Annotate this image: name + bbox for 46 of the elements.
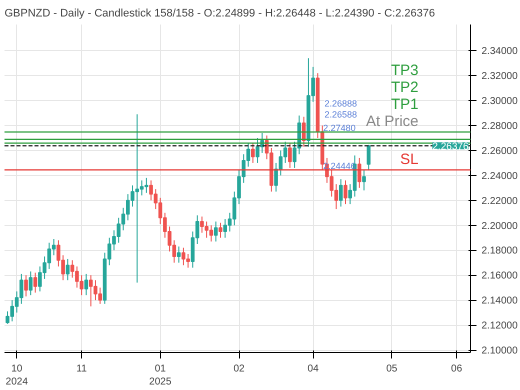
candlestick [344,180,348,205]
y-tick-label: 2.32000 [482,71,518,82]
chart-title: GBPNZD - Daily - Candlestick 158/158 - O:2.24899 - H:2.26448 - L:2.24390 - C:2.26376 [4,8,435,20]
y-tick-label: 2.28000 [482,121,518,132]
y-tick-label: 2.34000 [482,46,518,58]
y-tick-label: 2.20000 [482,220,518,232]
candlestick [24,274,28,297]
y-tick-label: 2.16000 [482,270,518,282]
candlestick [214,221,218,242]
x-tick-label: 02 [233,364,246,374]
x-tick-label: 04 [308,364,320,374]
y-tick-label: 2.22000 [482,196,518,207]
y-tick-label: 2.26000 [482,146,518,157]
candlestick [366,144,371,172]
candlestick [357,157,362,188]
candlestick [28,270,33,296]
candlestick [362,170,366,191]
x-tick-label: 01 2025 [149,364,172,388]
candlestick [33,272,38,294]
ref-line-label: TP1 [390,96,419,113]
candlestick [288,142,292,168]
ref-line-label: At Price [366,112,418,130]
y-tick-label: 2.12000 [482,320,518,332]
ref-line-label: SL [400,150,419,168]
annotation: 2.26888 [324,98,358,108]
candlestick [218,222,222,238]
x-tick-label: 10 2024 [6,364,28,388]
candlestick [338,178,343,208]
candlestick [223,218,228,238]
x-tick-label: 11 [76,364,88,374]
candlestick [84,273,88,296]
y-tick-label: 2.18000 [482,246,518,257]
ref-line-label: TP2 [390,78,419,96]
y-tick-label: 2.24000 [482,170,518,182]
annotation: 2.26588 [324,110,358,120]
candlestick [251,142,255,164]
ref-line-label: TP3 [390,62,419,80]
y-tick-label: 2.10000 [482,346,518,357]
candlestick [176,246,181,264]
annotation: 2.27480 [323,123,356,134]
x-tick-label: 06 [451,364,463,374]
annotation: 2.26376 [432,141,469,152]
y-tick-label: 2.30000 [482,96,518,108]
y-tick-label: 2.14000 [482,296,518,307]
x-tick-label: 05 [386,364,398,374]
candlestick [66,258,70,281]
